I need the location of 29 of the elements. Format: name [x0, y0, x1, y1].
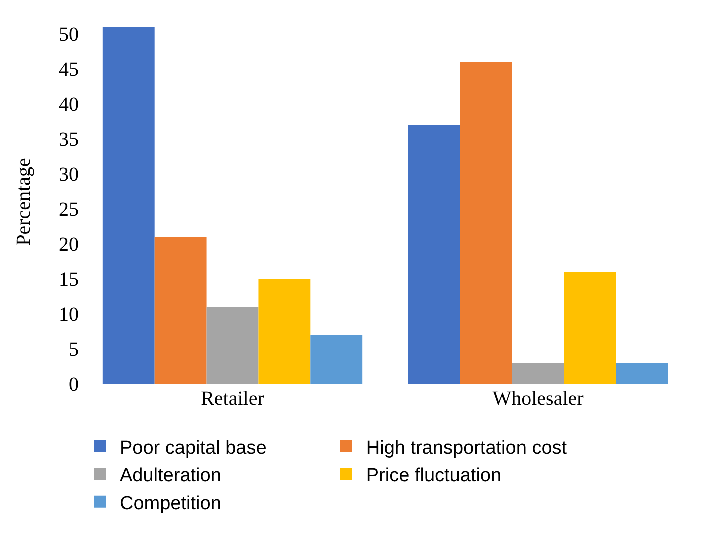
legend-label: Competition [120, 493, 222, 514]
legend-label: Price fluctuation [366, 466, 502, 487]
bar [154, 237, 207, 384]
legend-label: Adulteration [120, 466, 222, 487]
bar [206, 307, 259, 384]
y-tick-label: 40 [59, 94, 79, 116]
legend-label: High transportation cost [366, 438, 568, 459]
y-tick-label: 10 [59, 304, 79, 326]
y-tick-label: 20 [59, 234, 79, 256]
bar [258, 279, 311, 384]
bar [512, 363, 564, 384]
bar [460, 62, 512, 384]
y-tick-label: 25 [59, 199, 79, 221]
bar [102, 27, 155, 384]
y-tick-label: 45 [59, 59, 79, 81]
bar [310, 335, 363, 384]
y-tick-label: 15 [59, 269, 79, 291]
bar [408, 125, 460, 384]
bar [564, 272, 616, 384]
y-tick-label: 50 [59, 24, 79, 46]
y-tick-label: 5 [69, 339, 79, 361]
y-axis-title: Percentage [13, 158, 35, 246]
legend-label: Poor capital base [120, 438, 267, 459]
y-tick-label: 0 [69, 374, 79, 396]
bar [616, 363, 668, 384]
y-tick-label: 35 [59, 129, 79, 151]
y-tick-label: 30 [59, 164, 79, 186]
x-tick-label: Retailer [201, 388, 265, 410]
x-tick-label: Wholesaler [492, 388, 584, 410]
